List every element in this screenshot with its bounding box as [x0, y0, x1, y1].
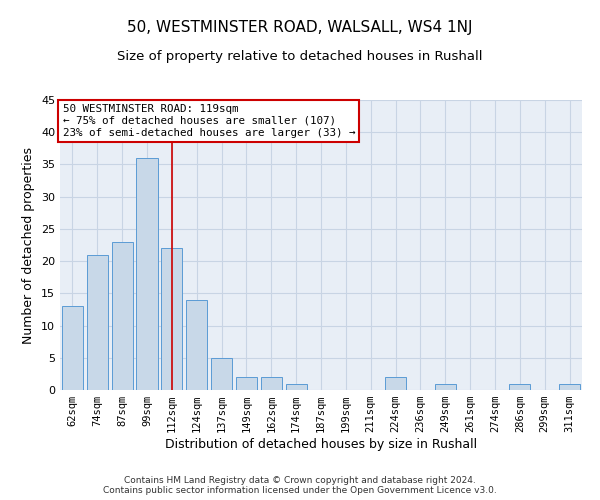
Bar — [286, 384, 307, 390]
Bar — [62, 306, 83, 390]
Bar — [112, 242, 133, 390]
Text: 50, WESTMINSTER ROAD, WALSALL, WS4 1NJ: 50, WESTMINSTER ROAD, WALSALL, WS4 1NJ — [127, 20, 473, 35]
Text: Contains HM Land Registry data © Crown copyright and database right 2024.
Contai: Contains HM Land Registry data © Crown c… — [103, 476, 497, 495]
Bar — [136, 158, 158, 390]
Bar — [161, 248, 182, 390]
Bar — [236, 377, 257, 390]
Y-axis label: Number of detached properties: Number of detached properties — [22, 146, 35, 344]
Bar — [435, 384, 456, 390]
Text: 50 WESTMINSTER ROAD: 119sqm
← 75% of detached houses are smaller (107)
23% of se: 50 WESTMINSTER ROAD: 119sqm ← 75% of det… — [62, 104, 355, 138]
Bar — [211, 358, 232, 390]
Bar — [385, 377, 406, 390]
Bar — [186, 300, 207, 390]
Bar — [509, 384, 530, 390]
Bar — [261, 377, 282, 390]
Bar — [559, 384, 580, 390]
Text: Size of property relative to detached houses in Rushall: Size of property relative to detached ho… — [117, 50, 483, 63]
X-axis label: Distribution of detached houses by size in Rushall: Distribution of detached houses by size … — [165, 438, 477, 451]
Bar — [87, 254, 108, 390]
